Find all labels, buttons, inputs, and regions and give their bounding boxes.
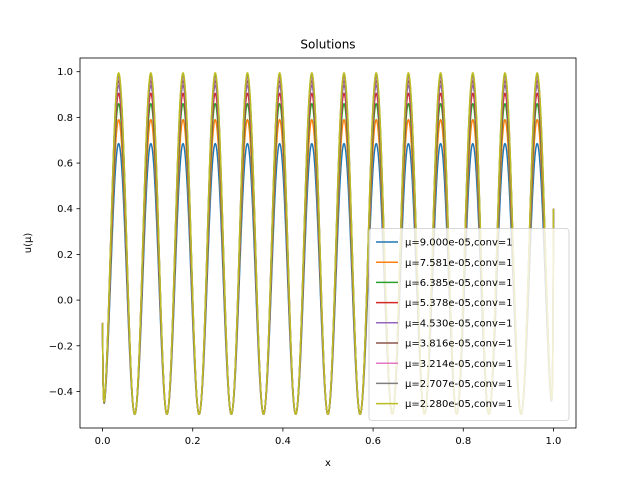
series-group xyxy=(101,72,555,416)
legend-label: μ=2.707e-05,conv=1 xyxy=(405,379,513,390)
plot-frame xyxy=(79,57,577,429)
y-tick-label: −0.4 xyxy=(49,387,73,398)
legend-label: μ=3.816e-05,conv=1 xyxy=(405,339,513,350)
legend-label: μ=6.385e-05,conv=1 xyxy=(405,278,513,289)
y-tick-label: 0.2 xyxy=(57,250,73,261)
legend-label: μ=9.000e-05,conv=1 xyxy=(405,238,513,249)
x-tick-label: 0.4 xyxy=(275,436,291,447)
legend-box xyxy=(368,228,570,421)
x-tick-label: 0.8 xyxy=(455,436,471,447)
x-tick-label: 0.6 xyxy=(365,436,381,447)
y-axis-label: u(μ) xyxy=(23,233,34,254)
x-axis-label: x xyxy=(325,458,331,469)
series-line-9 xyxy=(101,72,555,416)
x-tick-label: 0.0 xyxy=(95,436,111,447)
plot-area xyxy=(79,57,577,429)
y-tick-label: 0.0 xyxy=(57,296,73,307)
legend-label: μ=5.378e-05,conv=1 xyxy=(405,298,513,309)
legend-label: μ=4.530e-05,conv=1 xyxy=(405,318,513,329)
chart-title: Solutions xyxy=(300,38,355,52)
y-tick-label: −0.2 xyxy=(49,341,73,352)
legend-label: μ=7.581e-05,conv=1 xyxy=(405,258,513,269)
legend-label: μ=3.214e-05,conv=1 xyxy=(405,359,513,370)
y-tick-label: 0.6 xyxy=(57,159,73,170)
y-axis: −0.4 −0.2 0.0 0.2 0.4 0.6 0.8 1.0 xyxy=(49,67,80,398)
legend: μ=9.000e-05,conv=1 μ=7.581e-05,conv=1 μ=6.… xyxy=(368,228,570,421)
y-tick-label: 0.4 xyxy=(57,204,73,215)
x-tick-label: 1.0 xyxy=(546,436,562,447)
y-tick-label: 0.8 xyxy=(57,113,73,124)
x-axis: 0.0 0.2 0.4 0.6 0.8 1.0 xyxy=(95,428,562,447)
legend-label: μ=2.280e-05,conv=1 xyxy=(405,399,513,410)
x-tick-label: 0.2 xyxy=(185,436,201,447)
y-tick-label: 1.0 xyxy=(57,67,73,78)
